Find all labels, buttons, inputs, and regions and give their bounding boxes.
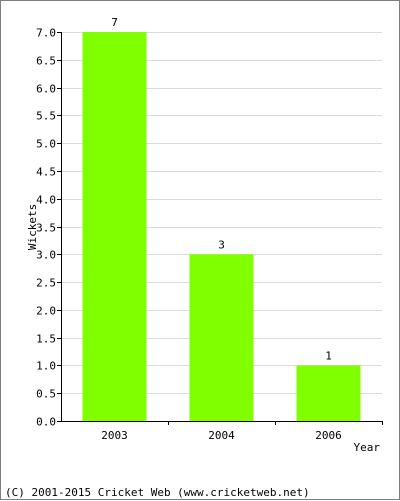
y-tick-label: 2.5 — [36, 277, 56, 290]
bar-data-label: 3 — [218, 238, 225, 251]
y-tick-label: 2.0 — [36, 305, 56, 318]
axes-group — [57, 32, 383, 425]
copyright-footer: (C) 2001-2015 Cricket Web (www.cricketwe… — [5, 486, 310, 499]
x-tick-label: 2004 — [208, 429, 235, 442]
y-tick-label: 4.0 — [36, 194, 56, 207]
data-labels: 7 3 1 — [111, 16, 332, 362]
bar — [296, 365, 361, 421]
x-tick-label: 2006 — [315, 429, 342, 442]
bar-data-label: 1 — [325, 349, 332, 362]
y-tick-label: 1.0 — [36, 360, 56, 373]
y-tick-label: 0.5 — [36, 388, 56, 401]
y-tick-label: 6.0 — [36, 83, 56, 96]
y-tick-label: 3.0 — [36, 249, 56, 262]
y-tick-label: 5.5 — [36, 110, 56, 123]
bar-data-label: 7 — [111, 16, 118, 29]
y-axis-title: Wickets — [26, 204, 39, 250]
y-tick-labels: 0.0 0.5 1.0 1.5 2.0 2.5 3.0 3.5 4.0 4.5 5.0 5.5 6.0 6… — [36, 27, 56, 429]
bar — [82, 32, 147, 421]
y-tick-label: 6.5 — [36, 55, 56, 68]
x-tick-labels: 2003 2004 2006 — [101, 429, 342, 442]
bar — [189, 254, 254, 421]
bars-group — [82, 32, 361, 421]
y-tick-label: 3.5 — [36, 222, 56, 235]
y-tick-label: 0.0 — [36, 416, 56, 429]
x-axis-title: Year — [354, 441, 381, 454]
y-tick-label: 4.5 — [36, 166, 56, 179]
y-tick-label: 5.0 — [36, 138, 56, 151]
y-tick-label: 7.0 — [36, 27, 56, 40]
y-tick-label: 1.5 — [36, 333, 56, 346]
x-tick-label: 2003 — [101, 429, 128, 442]
